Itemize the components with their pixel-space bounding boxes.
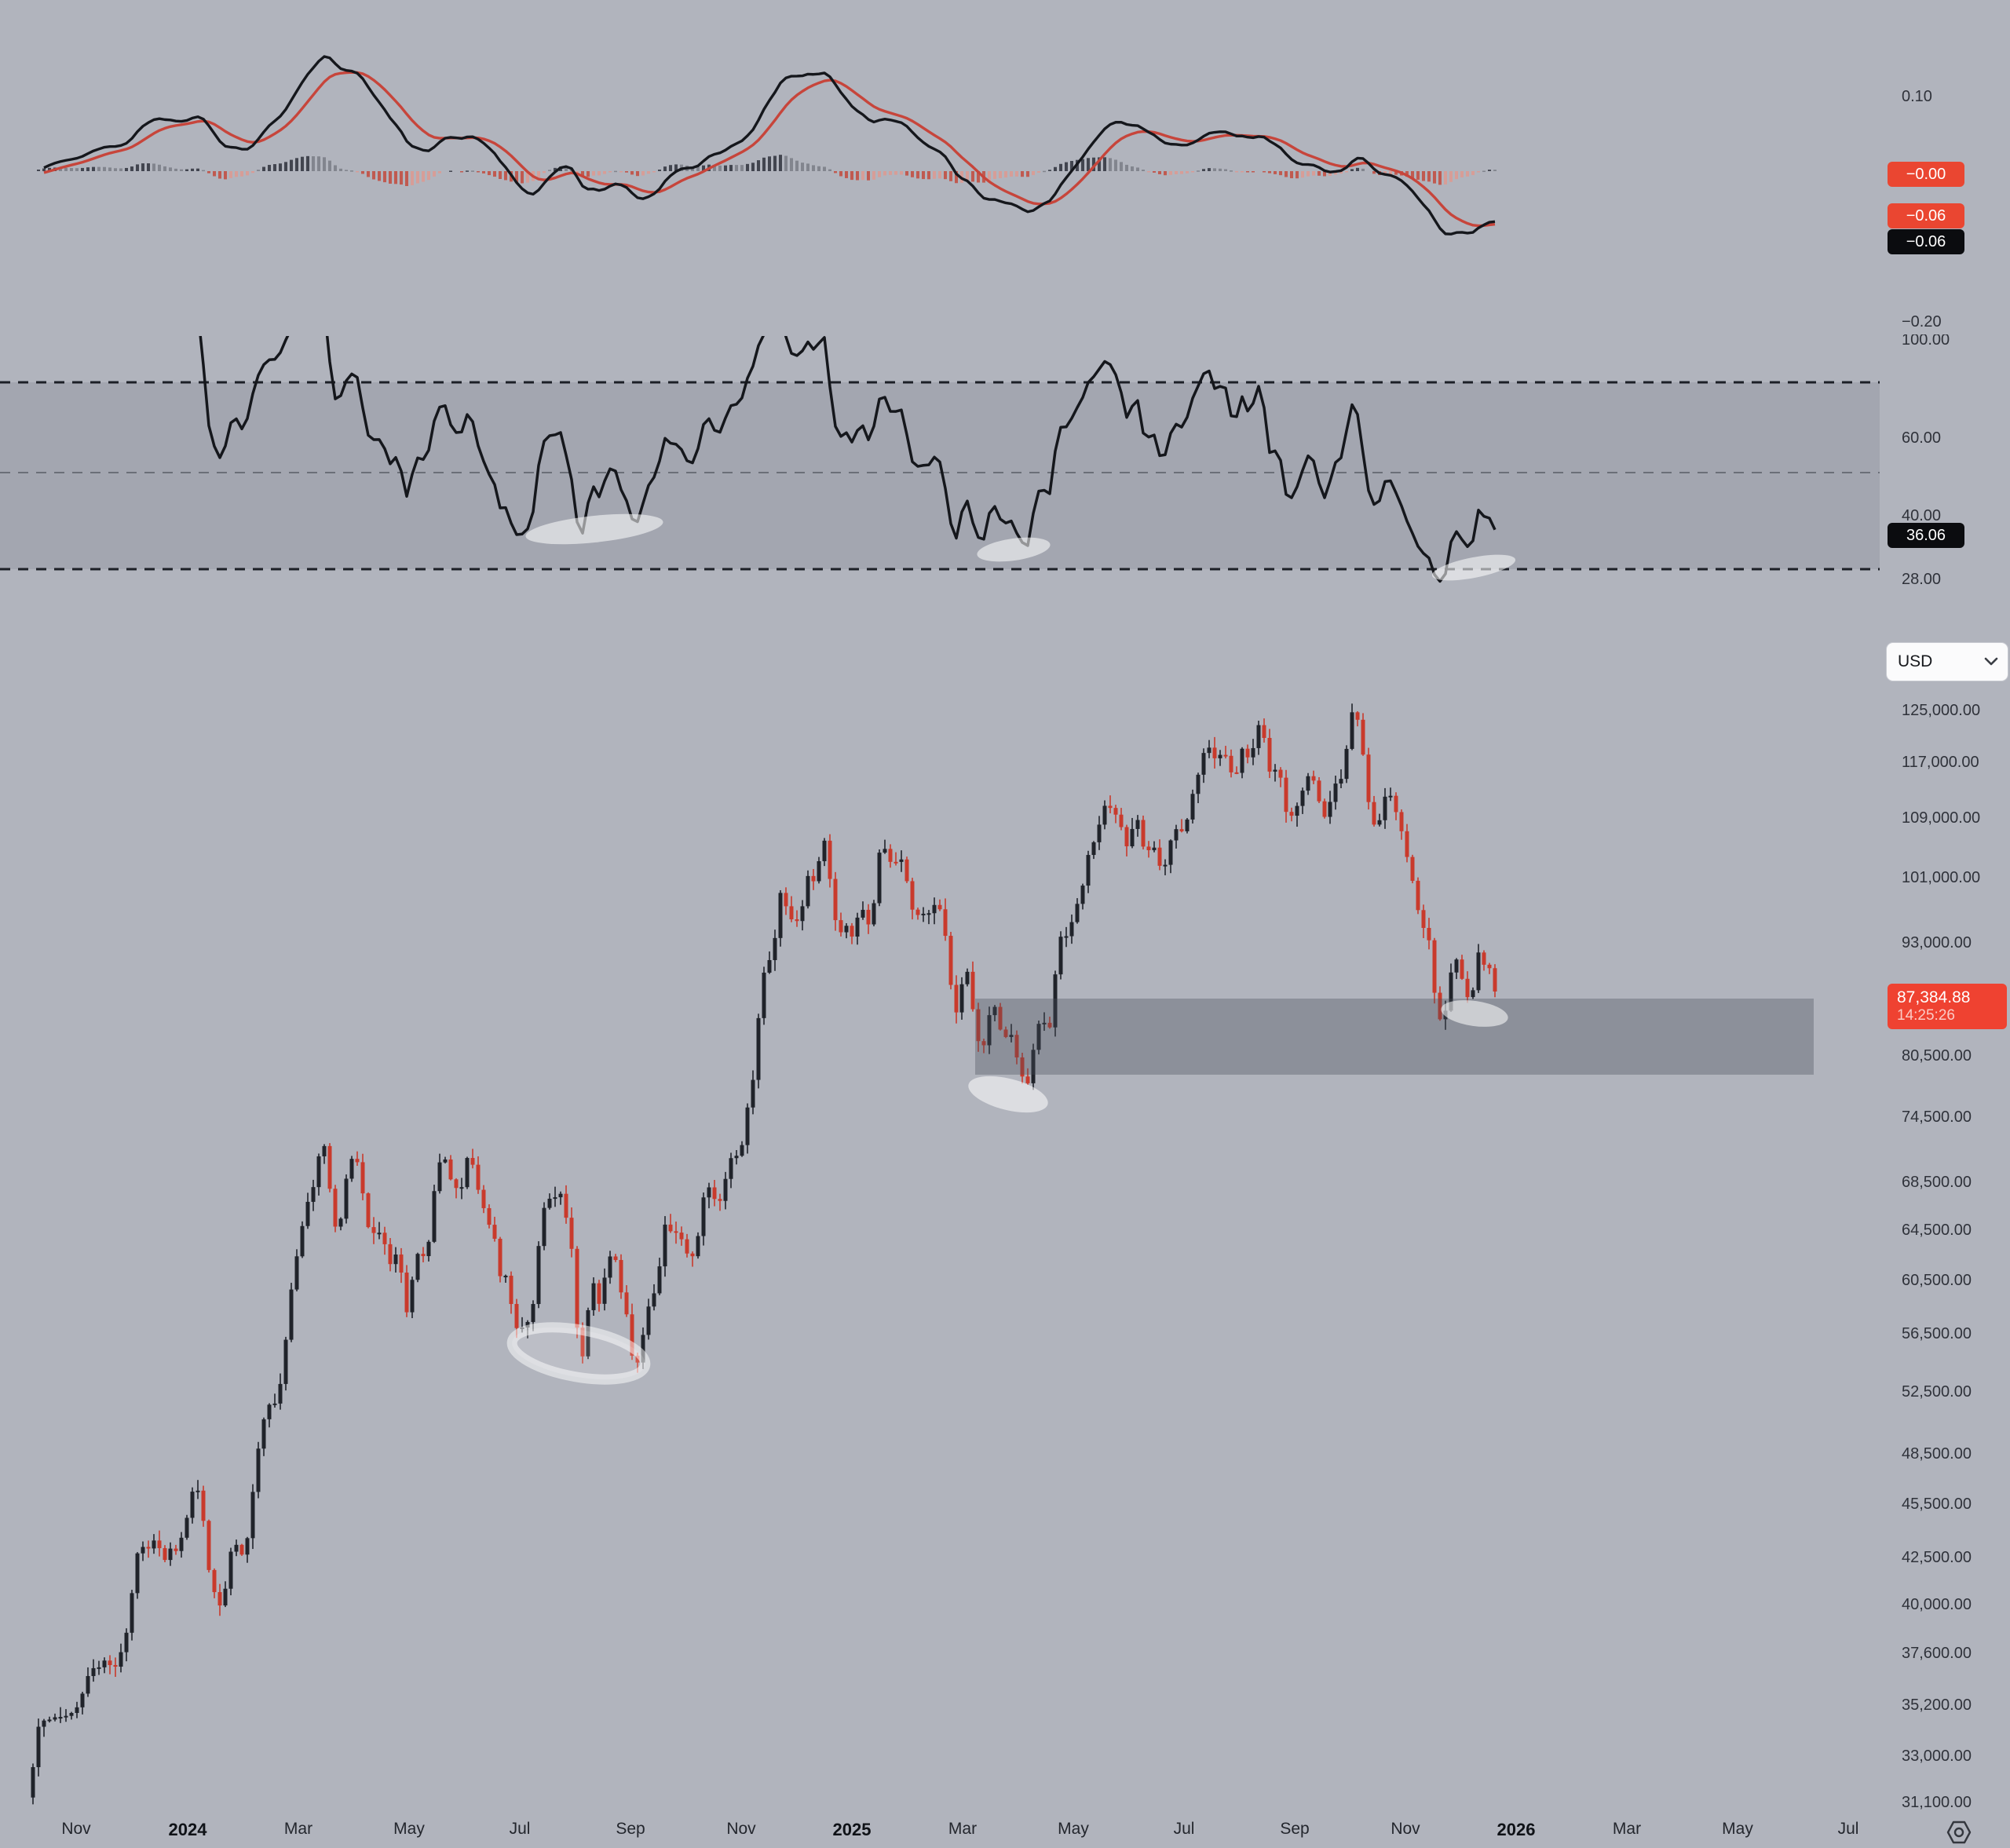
bar-countdown: 14:25:26 [1897, 1007, 1955, 1024]
price-axis-label: 109,000.00 [1902, 809, 1981, 827]
macd-value-badge: −0.06 [1888, 229, 1964, 254]
histogram-value-badge: −0.00 [1888, 162, 1964, 187]
price-pane [31, 703, 1497, 1805]
price-axis-label: 60,500.00 [1902, 1271, 1972, 1289]
highlight-ellipse[interactable] [1431, 550, 1518, 586]
price-axis-label: 64,500.00 [1902, 1221, 1972, 1239]
price-axis-label: 80,500.00 [1902, 1047, 1972, 1065]
currency-selector-label: USD [1898, 652, 1933, 670]
time-axis-label: Jul [509, 1820, 531, 1838]
rsi-band [0, 381, 1880, 571]
currency-selector[interactable]: USD [1886, 642, 2008, 681]
macd-axis-label: −0.20 [1902, 313, 1942, 331]
rsi-value-badge: 36.06 [1888, 523, 1964, 548]
rsi-axis-label: 40.00 [1902, 507, 1942, 524]
price-axis-label: 48,500.00 [1902, 1444, 1972, 1463]
time-axis-label: May [393, 1820, 425, 1838]
supply-zone[interactable] [975, 999, 1814, 1075]
chevron-down-icon [1984, 657, 1998, 666]
macd-axis-label: 0.10 [1902, 88, 1932, 105]
highlight-ellipse[interactable] [965, 1069, 1052, 1119]
time-axis-label: Mar [283, 1820, 313, 1838]
time-axis-label: May [1722, 1820, 1753, 1838]
time-axis-label: Jul [1837, 1820, 1859, 1838]
highlight-ellipse[interactable] [506, 1319, 651, 1389]
settings-gear-icon[interactable] [1944, 1818, 1974, 1846]
highlight-ellipse[interactable] [1439, 996, 1510, 1031]
highlight-ellipse[interactable] [524, 509, 665, 550]
time-axis-label: Jul [1173, 1820, 1195, 1838]
time-axis-label: Nov [61, 1820, 91, 1838]
signal-value-badge: −0.06 [1888, 203, 1964, 228]
time-axis-label: Nov [726, 1820, 756, 1838]
price-axis-label: 37,600.00 [1902, 1645, 1972, 1663]
time-axis-year-label: 2026 [1497, 1820, 1536, 1839]
macd-pane [37, 55, 1497, 236]
time-axis-label: Sep [616, 1820, 645, 1838]
price-axis-label: 117,000.00 [1902, 754, 1979, 772]
time-axis-year-label: 2024 [168, 1820, 207, 1839]
rsi-axis-label: 100.00 [1902, 334, 1950, 349]
price-axis-label: 56,500.00 [1902, 1325, 1972, 1343]
time-axis-label: Sep [1280, 1820, 1310, 1838]
price-axis-label: 93,000.00 [1902, 933, 1972, 951]
time-axis-label: Nov [1391, 1820, 1420, 1838]
price-badge: 87,384.88 14:25:26 [1888, 983, 2007, 1029]
price-axis-label: 74,500.00 [1902, 1108, 1972, 1126]
rsi-pane [199, 336, 1497, 583]
highlight-ellipse[interactable] [976, 534, 1052, 566]
rsi-axis[interactable]: 100.00 60.00 40.00 28.00 [0, 334, 2010, 620]
time-axis-label: Mar [1612, 1820, 1642, 1838]
price-axis-label: 125,000.00 [1902, 702, 1981, 719]
price-axis-label: 35,200.00 [1902, 1696, 1972, 1715]
price-axis-label: 45,500.00 [1902, 1495, 1972, 1513]
rsi-axis-label: 28.00 [1902, 571, 1942, 588]
price-axis-label: 52,500.00 [1902, 1382, 1972, 1401]
price-axis-label: 31,100.00 [1902, 1794, 1972, 1812]
time-axis-label: May [1058, 1820, 1089, 1838]
last-price: 87,384.88 [1897, 988, 1971, 1007]
rsi-axis-label: 60.00 [1902, 429, 1942, 447]
price-axis-label: 68,500.00 [1902, 1174, 1972, 1192]
price-axis-label: 33,000.00 [1902, 1747, 1972, 1765]
price-axis-label: 42,500.00 [1902, 1548, 1972, 1566]
time-axis-year-label: 2025 [832, 1820, 872, 1839]
drawing-overlays [506, 509, 1814, 1389]
price-axis-label: 40,000.00 [1902, 1596, 1972, 1614]
price-axis-label: 101,000.00 [1902, 869, 1981, 887]
time-axis-label: Mar [948, 1820, 978, 1838]
